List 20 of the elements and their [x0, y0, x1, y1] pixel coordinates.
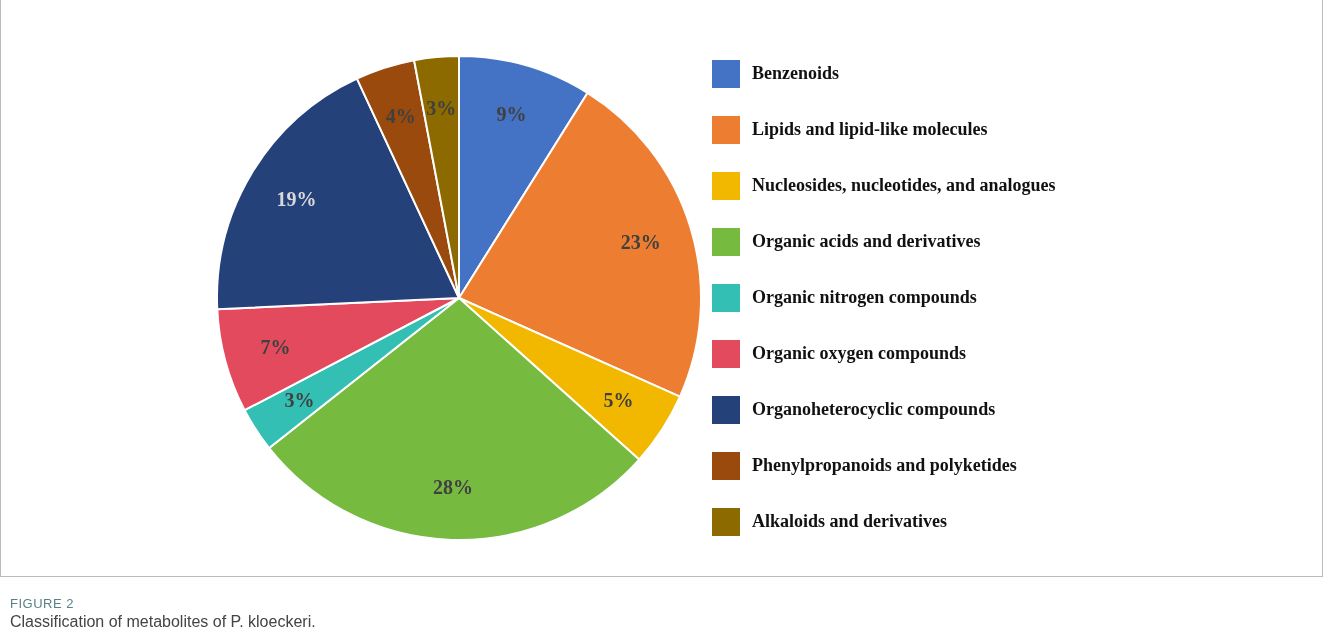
data-label: 23%	[620, 230, 661, 253]
legend-label: Lipids and lipid-like molecules	[752, 119, 988, 139]
legend-label: Benzenoids	[752, 63, 840, 83]
legend-label: Phenylpropanoids and polyketides	[752, 455, 1017, 475]
data-label: 28%	[433, 475, 474, 498]
data-label: 3%	[426, 96, 457, 119]
data-label: 9%	[496, 103, 527, 126]
legend-label: Organic oxygen compounds	[752, 343, 967, 363]
data-label: 19%	[276, 187, 317, 210]
legend-label: Organic nitrogen compounds	[752, 287, 977, 307]
data-label: 7%	[260, 335, 291, 358]
data-label: 4%	[385, 105, 416, 128]
caption: FIGURE 2	[10, 596, 74, 611]
data-label: 3%	[284, 389, 315, 412]
legend-label: Organic acids and derivatives	[752, 231, 981, 251]
legend-label: Alkaloids and derivatives	[752, 511, 948, 531]
text: Classification of metabolites of P. kloeckeri.	[10, 613, 316, 631]
legend-label: Organoheterocyclic compounds	[752, 399, 996, 419]
legend-label: Nucleosides, nucleotides, and analogues	[752, 175, 1056, 195]
data-label: 5%	[603, 389, 634, 412]
